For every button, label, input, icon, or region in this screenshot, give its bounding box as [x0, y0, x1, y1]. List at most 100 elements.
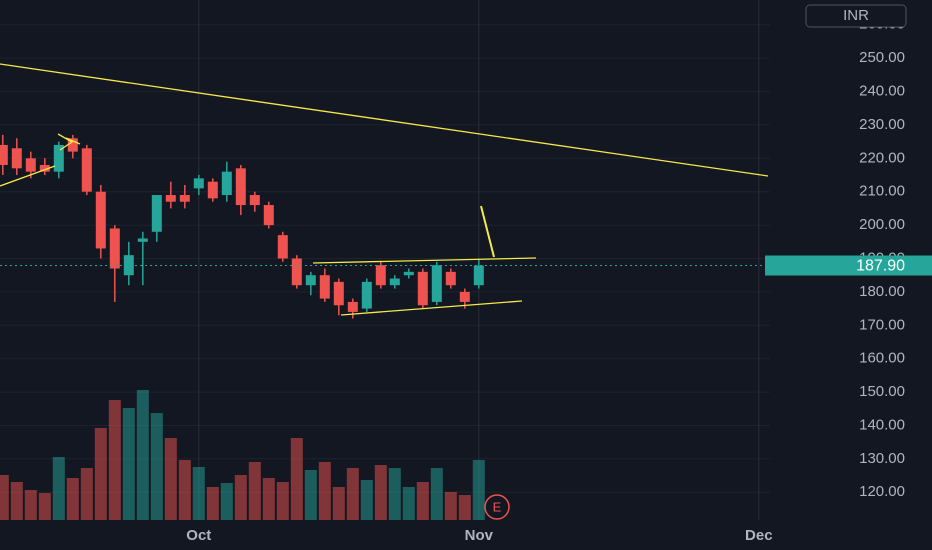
- candle-body: [39, 164, 50, 172]
- candle-body: [445, 271, 456, 286]
- y-tick-label: 130.00: [859, 450, 905, 467]
- volume-bar: [108, 400, 121, 520]
- last-price-box: [765, 255, 932, 276]
- x-tick-label: Dec: [745, 527, 773, 544]
- y-tick-label: 210.00: [859, 183, 905, 200]
- volume-bar: [38, 493, 51, 520]
- volume-layer: [0, 390, 485, 520]
- volume-bar: [10, 482, 23, 520]
- candle-body: [67, 138, 78, 152]
- candle-body: [235, 168, 246, 206]
- candle-body: [333, 281, 344, 306]
- x-tick-label: Nov: [465, 527, 494, 544]
- trend-line: [0, 165, 56, 187]
- candle-body: [403, 271, 414, 276]
- currency-badge: [805, 4, 907, 28]
- volume-bar: [122, 408, 135, 520]
- y-tick-label: 160.00: [859, 350, 905, 367]
- time-axis: Oct Nov Dec: [186, 527, 772, 544]
- currency-label: INR: [843, 7, 869, 24]
- candle-body: [123, 255, 134, 276]
- volume-bar: [206, 487, 219, 520]
- volume-bar: [52, 457, 65, 520]
- price-axis: 120.00 130.00 140.00 150.00 160.00 170.00 180.…: [859, 16, 905, 501]
- volume-bar: [402, 487, 415, 520]
- candle-body: [263, 205, 274, 226]
- volume-bar: [458, 495, 471, 520]
- candle-body: [473, 265, 484, 286]
- volume-bar: [94, 428, 107, 520]
- candle-body: [361, 281, 372, 309]
- candle-body: [179, 195, 190, 202]
- volume-bar: [220, 483, 233, 520]
- pointer-line: [480, 205, 495, 258]
- earnings-badge[interactable]: [484, 494, 510, 520]
- candle-body: [221, 171, 232, 196]
- candle-body: [249, 195, 260, 206]
- volume-bar: [472, 460, 485, 520]
- candle-body: [375, 265, 386, 286]
- volume-bar: [304, 470, 317, 520]
- volume-bar: [290, 438, 303, 520]
- volume-bar: [80, 468, 93, 520]
- volume-bar: [150, 413, 163, 520]
- volume-bar: [318, 462, 331, 520]
- candle-body: [165, 195, 176, 202]
- candle-body: [11, 148, 22, 169]
- candle-body: [0, 144, 8, 165]
- candle-body: [207, 181, 218, 199]
- candle-body: [347, 301, 358, 312]
- arrow-drawing: [57, 133, 81, 151]
- volume-bar: [332, 487, 345, 520]
- channel-top: [312, 257, 537, 264]
- candle-body: [277, 235, 288, 259]
- volume-bar: [66, 478, 79, 520]
- y-tick-label: 180.00: [859, 283, 905, 300]
- volume-bar: [444, 492, 457, 520]
- candle-body: [193, 178, 204, 189]
- y-tick-label: 170.00: [859, 316, 905, 333]
- volume-bar: [374, 465, 387, 520]
- candle-body: [95, 191, 106, 249]
- earnings-label: E: [493, 499, 502, 514]
- volume-bar: [192, 467, 205, 520]
- candle-body: [389, 278, 400, 286]
- volume-bar: [136, 390, 149, 520]
- drawings: [0, 63, 769, 316]
- candle-body: [81, 148, 92, 192]
- y-tick-label: 150.00: [859, 383, 905, 400]
- volume-bar: [0, 475, 9, 520]
- volume-bar: [388, 468, 401, 520]
- volume-bar: [346, 468, 359, 520]
- candle-body: [137, 238, 148, 242]
- candle-body: [319, 275, 330, 299]
- y-tick-label: 220.00: [859, 149, 905, 166]
- volume-bar: [178, 460, 191, 520]
- candle-body: [459, 291, 470, 302]
- volume-bar: [234, 475, 247, 520]
- candle-layer: [0, 134, 484, 319]
- candle-body: [431, 265, 442, 302]
- volume-bar: [248, 462, 261, 520]
- candle-body: [53, 144, 64, 172]
- volume-bar: [416, 482, 429, 520]
- candle-body: [25, 158, 36, 172]
- y-tick-label: 120.00: [859, 483, 905, 500]
- candle-body: [305, 275, 316, 286]
- volume-bar: [360, 480, 373, 520]
- volume-bar: [262, 478, 275, 520]
- y-tick-label: 200.00: [859, 216, 905, 233]
- volume-bar: [24, 490, 37, 520]
- x-tick-label: Oct: [186, 527, 211, 544]
- y-tick-label: 140.00: [859, 416, 905, 433]
- last-price-label: 187.90: [856, 258, 905, 275]
- volume-bar: [164, 438, 177, 520]
- y-tick-label: 230.00: [859, 116, 905, 133]
- volume-bar: [276, 482, 289, 520]
- y-tick-label: 250.00: [859, 49, 905, 66]
- candle-body: [417, 271, 428, 306]
- y-tick-label: 240.00: [859, 82, 905, 99]
- volume-bar: [430, 468, 443, 520]
- candle-body: [151, 195, 162, 232]
